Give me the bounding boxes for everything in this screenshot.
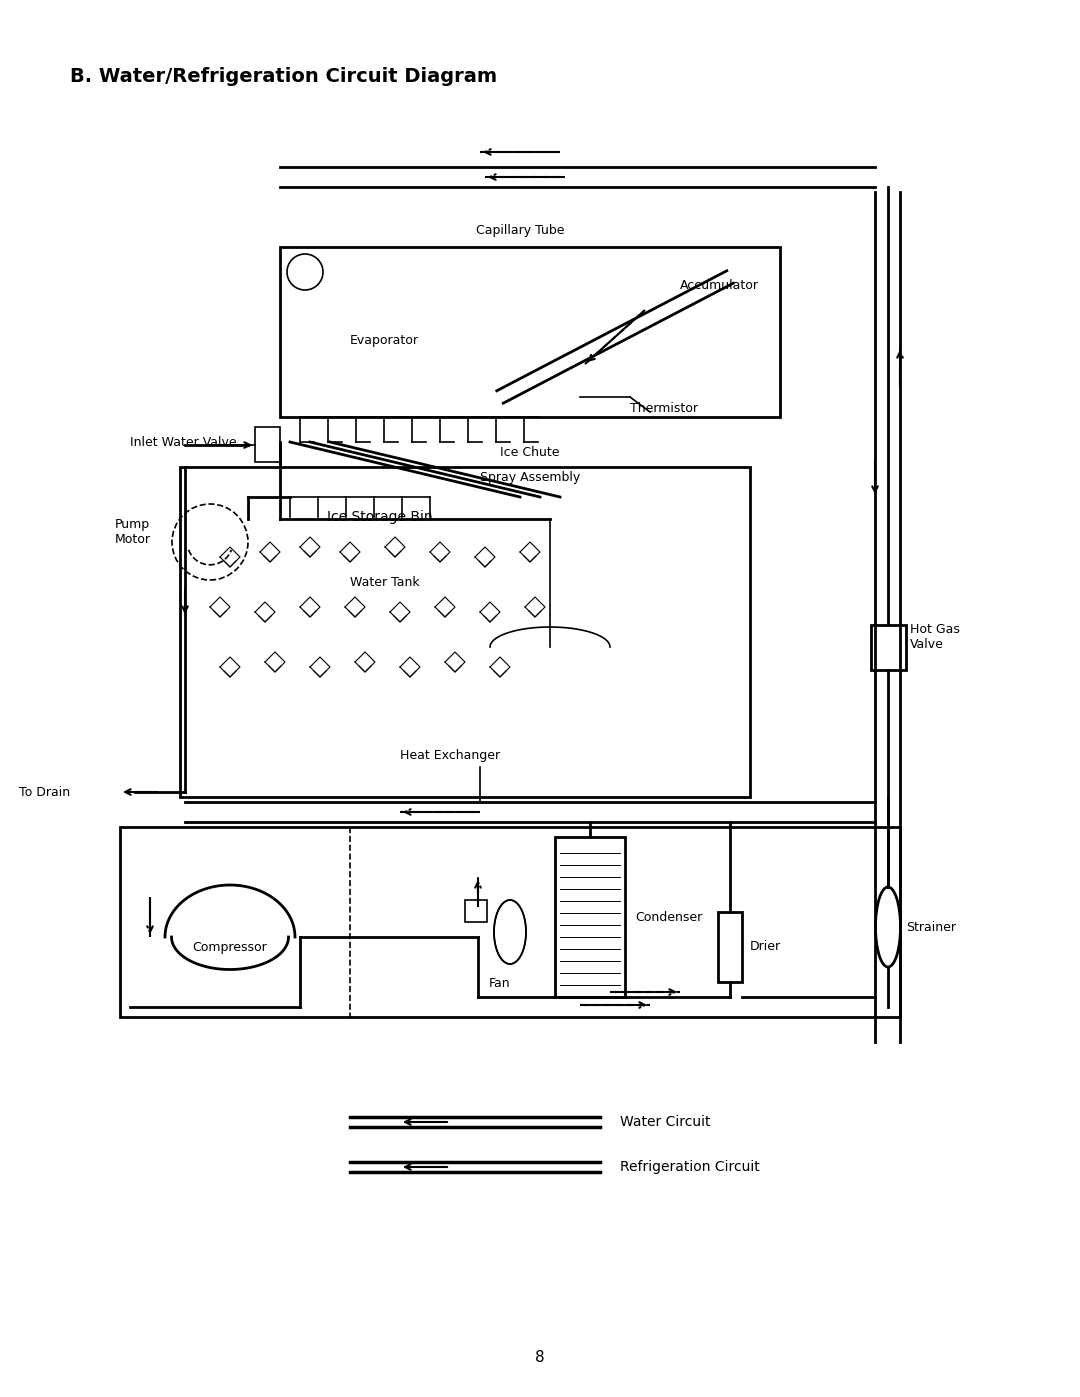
- Bar: [870, 624, 905, 669]
- Bar: [280, 247, 780, 416]
- Bar: [718, 912, 742, 982]
- Text: Water Tank: Water Tank: [350, 576, 420, 588]
- Text: Condenser: Condenser: [635, 911, 702, 923]
- Text: Inlet Water Valve: Inlet Water Valve: [130, 436, 237, 448]
- Text: Strainer: Strainer: [906, 921, 956, 933]
- Bar: [180, 467, 750, 798]
- Bar: [555, 837, 625, 997]
- Text: Fan: Fan: [489, 977, 511, 990]
- Text: Thermistor: Thermistor: [630, 402, 698, 415]
- Text: Accumulator: Accumulator: [680, 279, 759, 292]
- Text: B. Water/Refrigeration Circuit Diagram: B. Water/Refrigeration Circuit Diagram: [70, 67, 497, 87]
- Bar: [255, 427, 280, 462]
- Text: Drier: Drier: [750, 940, 781, 954]
- Text: Ice Chute: Ice Chute: [500, 446, 559, 458]
- Text: Heat Exchanger: Heat Exchanger: [400, 749, 500, 761]
- Text: Water Circuit: Water Circuit: [620, 1115, 711, 1129]
- Bar: [465, 900, 487, 922]
- Bar: [120, 827, 900, 1017]
- Text: Pump
Motor: Pump Motor: [114, 518, 151, 546]
- Text: To Drain: To Drain: [18, 785, 70, 799]
- Text: Compressor: Compressor: [192, 940, 268, 954]
- Text: Capillary Tube: Capillary Tube: [476, 224, 564, 237]
- Text: Ice Storage Bin: Ice Storage Bin: [327, 510, 433, 524]
- Text: Spray Assembly: Spray Assembly: [480, 471, 580, 483]
- Text: 8: 8: [536, 1350, 544, 1365]
- Text: Evaporator: Evaporator: [350, 334, 419, 346]
- Text: Hot Gas
Valve: Hot Gas Valve: [910, 623, 960, 651]
- Text: Refrigeration Circuit: Refrigeration Circuit: [620, 1160, 759, 1173]
